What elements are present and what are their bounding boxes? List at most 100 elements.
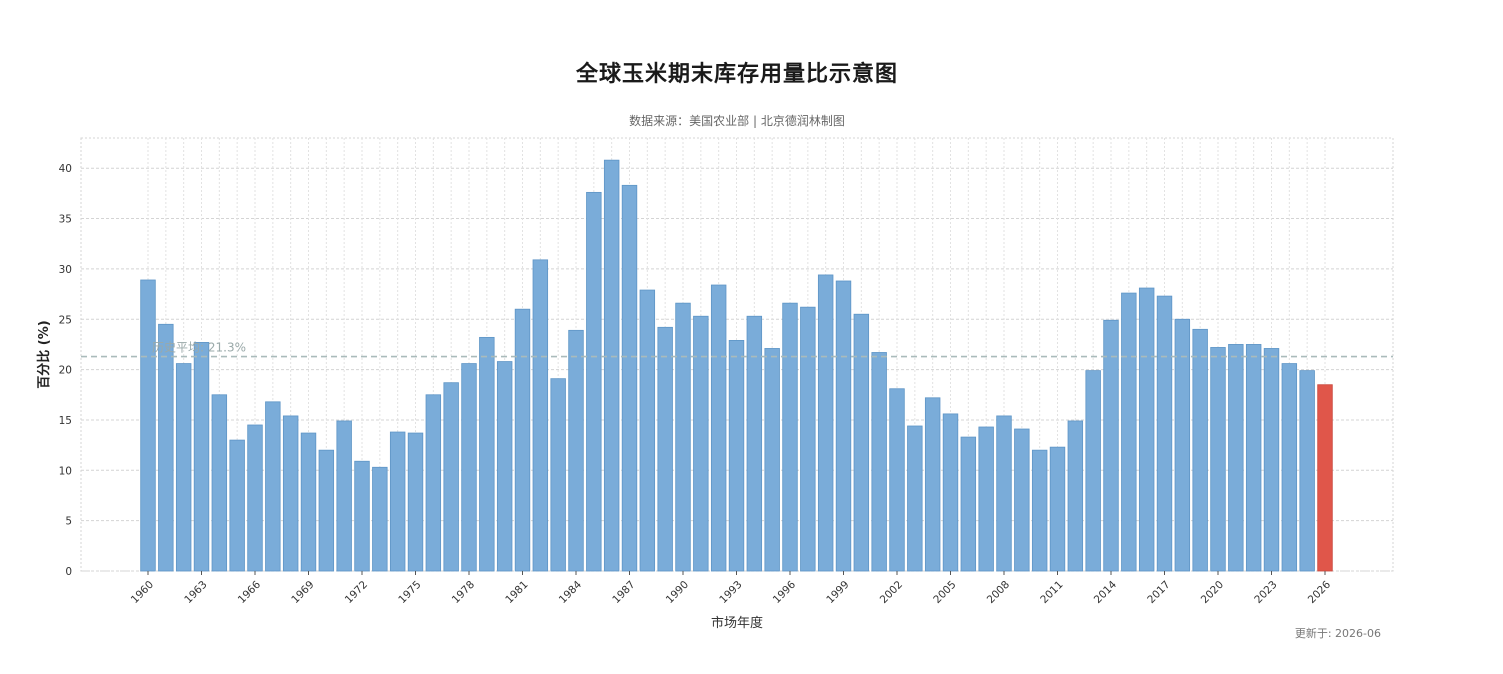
y-tick-label: 0	[65, 566, 72, 578]
x-tick-label: 2005	[931, 579, 958, 606]
bar-1978	[461, 363, 477, 572]
bar-1992	[710, 284, 727, 572]
x-axis-label: 市场年度	[711, 615, 763, 631]
bar-1982	[532, 259, 549, 572]
bar-2021	[1228, 344, 1244, 572]
x-tick-label: 1987	[610, 579, 637, 606]
x-tick-label: 1981	[503, 579, 530, 606]
x-tick-label: 1978	[450, 579, 477, 606]
bar-2023	[1263, 348, 1280, 572]
bar-1968	[282, 415, 299, 572]
bar-2014	[1103, 319, 1119, 572]
x-tick-label: 1960	[129, 579, 156, 606]
bar-1990	[675, 302, 691, 572]
bar-2016	[1138, 287, 1155, 572]
bar-2024	[1281, 363, 1298, 572]
bar-2009	[1014, 428, 1030, 572]
bar-1974	[389, 431, 406, 572]
bar-1999	[835, 280, 852, 572]
x-tick-label: 1999	[824, 579, 851, 606]
y-tick-label: 40	[59, 163, 72, 175]
bar-1997	[800, 306, 816, 572]
bar-2025	[1299, 370, 1315, 572]
bar-1986	[603, 159, 620, 572]
bar-1993	[728, 340, 745, 572]
y-axis-label: 百分比 (%)	[36, 320, 52, 388]
bar-1963	[193, 342, 210, 572]
y-tick-label: 15	[59, 415, 72, 427]
bar-2008	[996, 415, 1012, 572]
bar-1987	[621, 184, 638, 572]
bar-2000	[853, 313, 870, 572]
bar-1971	[336, 420, 352, 572]
bar-1972	[354, 460, 370, 572]
bar-2003	[907, 425, 923, 572]
x-tick-label: 2020	[1199, 579, 1226, 606]
x-tick-label: 1993	[717, 579, 744, 606]
bar-1996	[782, 302, 798, 572]
bar-1998	[817, 274, 834, 572]
bar-2010	[1031, 449, 1048, 572]
y-tick-label: 5	[65, 516, 72, 528]
y-tick-label: 10	[59, 465, 72, 477]
bar-2018	[1174, 318, 1191, 572]
bar-1969	[300, 432, 317, 572]
x-tick-label: 1975	[396, 579, 423, 606]
bar-1970	[318, 449, 335, 572]
bar-1964	[211, 394, 228, 572]
bar-2013	[1085, 370, 1101, 572]
bar-2001	[871, 352, 887, 572]
bar-2017	[1156, 295, 1173, 572]
bar-1966	[247, 424, 263, 572]
bar-2015	[1121, 292, 1137, 572]
bar-1976	[425, 394, 442, 572]
bar-1985	[586, 191, 602, 572]
bar-1984	[568, 329, 584, 572]
x-tick-label: 2023	[1252, 579, 1279, 606]
x-tick-label: 1996	[771, 578, 799, 606]
bar-1960	[140, 279, 156, 572]
bar-1994	[746, 315, 763, 572]
bar-2019	[1192, 328, 1208, 572]
bar-1988	[639, 289, 656, 572]
x-tick-label: 1990	[664, 579, 691, 606]
bar-1973	[372, 466, 388, 572]
bar-1967	[265, 401, 281, 572]
x-tick-label: 1969	[289, 579, 316, 606]
x-tick-label: 2002	[878, 579, 905, 606]
y-tick-label: 25	[59, 314, 72, 326]
chart-title: 全球玉米期末库存用量比示意图	[575, 62, 898, 87]
chart-subtitle: 数据来源：美国农业部 | 北京德润林制图	[629, 114, 845, 128]
bar-2022	[1245, 344, 1262, 572]
x-tick-label: 2026	[1306, 578, 1334, 606]
y-tick-label: 20	[59, 365, 72, 377]
bar-1989	[657, 326, 673, 572]
x-tick-label: 1984	[557, 578, 585, 606]
x-tick-label: 2008	[985, 579, 1012, 606]
x-tick-label: 1972	[343, 579, 370, 606]
bar-1979	[479, 336, 495, 572]
bar-2007	[978, 426, 994, 572]
bar-1991	[693, 315, 709, 572]
bar-2006	[960, 436, 977, 572]
x-tick-label: 2014	[1092, 578, 1120, 606]
x-tick-label: 1966	[236, 578, 264, 606]
bar-1980	[496, 361, 513, 572]
bar-2004	[924, 397, 941, 572]
updated-date: 更新于: 2026-06	[1294, 627, 1381, 640]
x-tick-label: 1963	[182, 579, 209, 606]
bar-1965	[229, 439, 245, 572]
x-tick-label: 2017	[1145, 579, 1172, 606]
bar-2012	[1067, 420, 1084, 572]
bar-1983	[550, 378, 566, 572]
bar-1961	[158, 323, 174, 572]
bar-2020	[1210, 347, 1226, 572]
x-tick-label: 2011	[1038, 579, 1065, 606]
mean-line-label: 历史平均: 21.3%	[152, 341, 246, 355]
bar-2026	[1317, 384, 1333, 572]
bar-2005	[942, 413, 959, 572]
bar-1995	[764, 348, 780, 572]
bar-1962	[175, 363, 192, 572]
y-tick-label: 30	[59, 264, 72, 276]
